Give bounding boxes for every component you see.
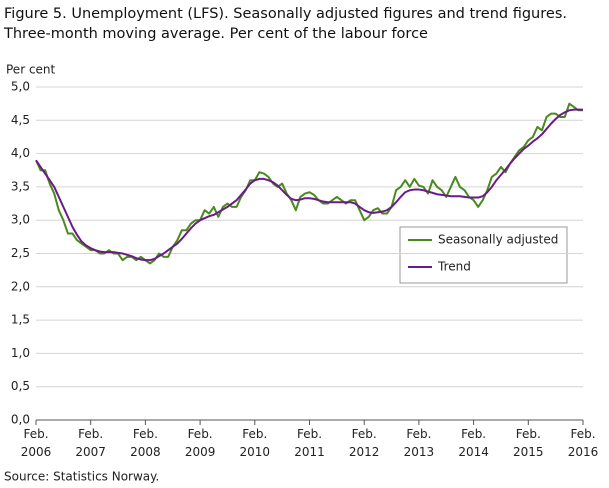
y-tick-label: 1,0 (11, 346, 30, 360)
line (35, 102, 583, 265)
y-tick-label: 5,0 (11, 80, 30, 94)
y-tick-label: 4,0 (11, 146, 30, 160)
x-tick-label: Feb. 2007 (75, 427, 106, 459)
legend-label: Trend (437, 260, 471, 274)
legend-label: Seasonally adjusted (438, 233, 558, 247)
x-tick-label: Feb. 2008 (130, 427, 161, 459)
y-tick-label: 2,5 (11, 246, 30, 260)
source: Source: Statistics Norway. (4, 470, 159, 484)
line (35, 108, 583, 262)
chart-title: Three-month moving average. Per cent of … (3, 26, 428, 42)
x-tick-label: Feb. 2006 (20, 427, 52, 459)
chart-title: Figure 5. Unemployment (LFS). Seasonally… (4, 6, 567, 22)
legend-box (399, 226, 568, 284)
y-tick-label: 0,5 (11, 379, 30, 393)
y-tick-label: 3,5 (11, 179, 30, 193)
x-tick-label: Feb. 2011 (294, 427, 325, 459)
x-tick-label: Feb. 2016 (567, 427, 599, 459)
x-tick-label: Feb. 2014 (458, 427, 489, 459)
y-tick-label: 3,0 (11, 213, 30, 227)
x-tick-label: Feb. 2012 (348, 427, 380, 459)
y-tick-label: 0,0 (11, 413, 30, 427)
x-tick-label: Feb. 2009 (184, 427, 216, 459)
x-tick-label: Feb. 2013 (403, 427, 435, 459)
x-tick-label: Feb. 2010 (239, 427, 271, 459)
y-tick-label: 2,0 (11, 279, 30, 293)
y-tick-label: 4,5 (11, 113, 30, 127)
y-axis-label: Per cent (6, 63, 56, 77)
y-tick-label: 1,5 (11, 313, 30, 327)
x-tick-label: Feb. 2015 (513, 427, 544, 459)
